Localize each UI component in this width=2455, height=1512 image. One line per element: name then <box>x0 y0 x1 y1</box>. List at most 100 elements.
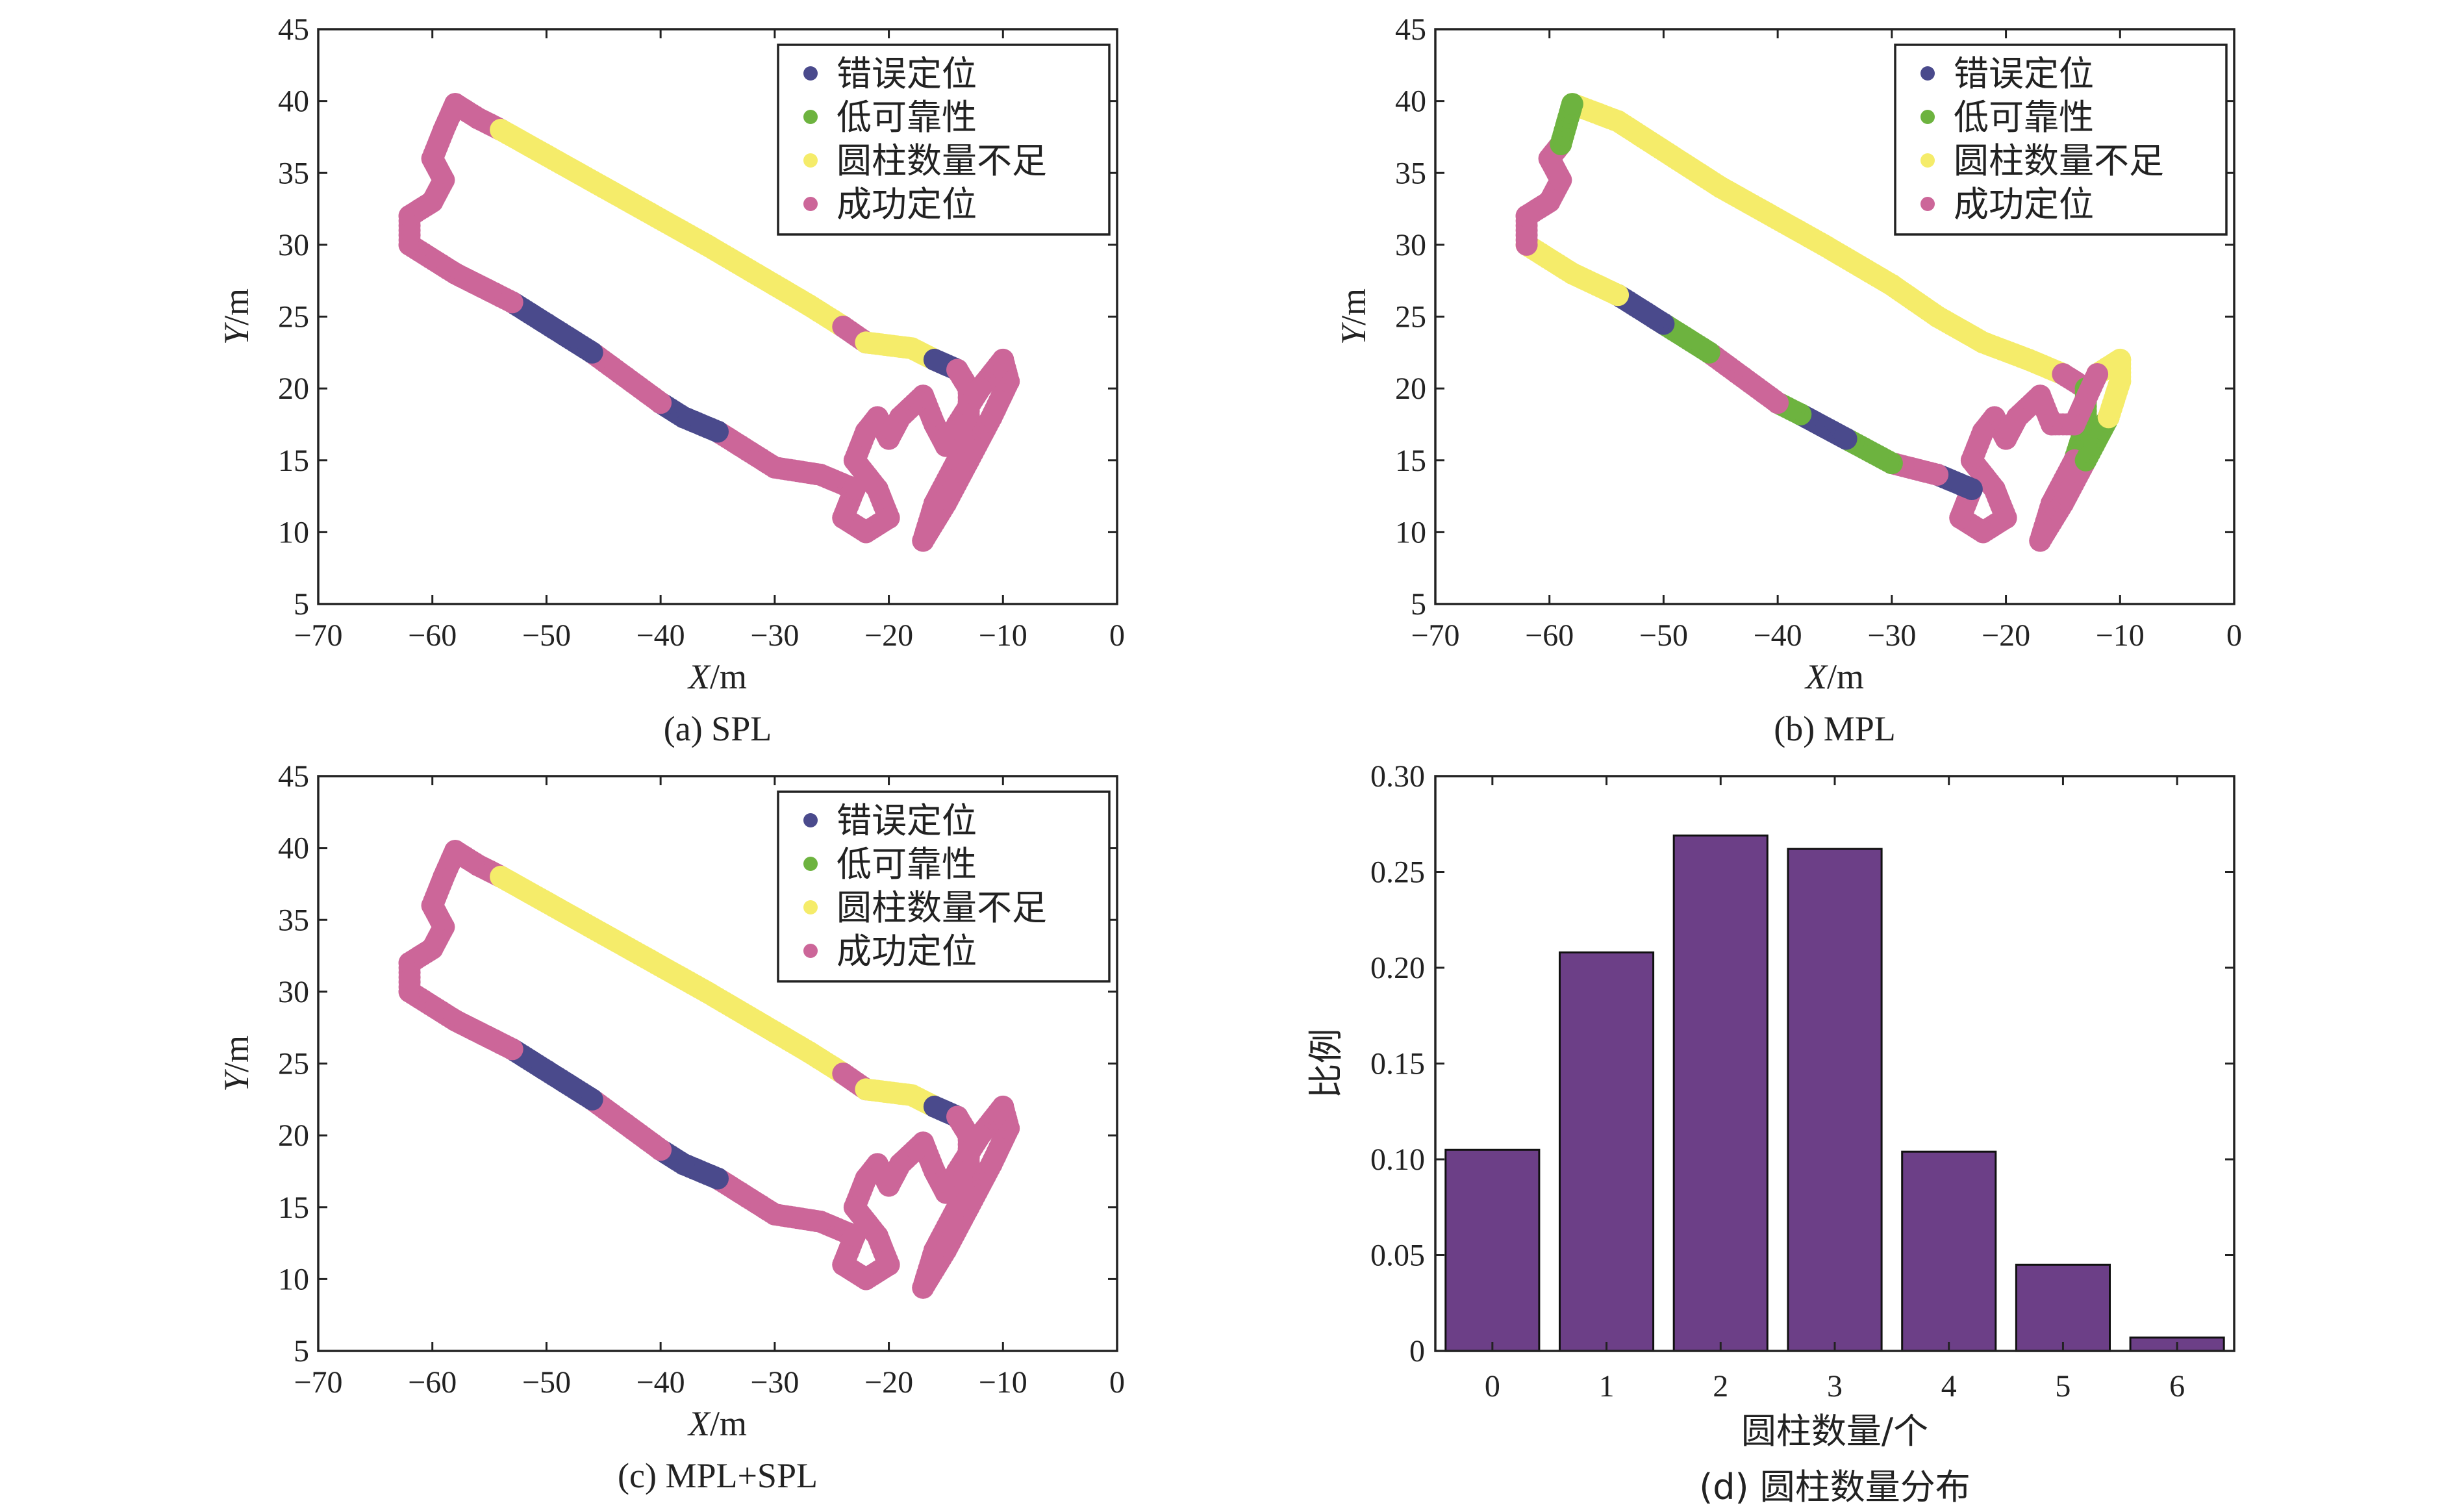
y-tick-label: 15 <box>278 1191 309 1225</box>
segment-9 <box>398 93 523 314</box>
legend-box <box>777 44 1111 236</box>
segment-7 <box>581 341 672 414</box>
x-tick-label: −40 <box>636 1365 685 1400</box>
legend-marker <box>803 110 818 124</box>
x-tick-label: −10 <box>979 1365 1027 1400</box>
legend-label: 成功定位 <box>837 931 977 972</box>
legend-marker <box>1920 110 1935 124</box>
y-tick-label: 25 <box>1395 300 1426 334</box>
segment-1 <box>490 865 855 1085</box>
y-tick-label: 30 <box>278 228 309 262</box>
legend-marker <box>1920 197 1935 211</box>
x-tick-label: −50 <box>522 618 571 653</box>
legend-marker <box>803 857 818 871</box>
segment-8 <box>501 1038 603 1111</box>
y-tick-label: 35 <box>1395 156 1426 190</box>
y-tick-label: 5 <box>1411 587 1426 622</box>
bar <box>1559 951 1655 1352</box>
x-tick-label: −50 <box>522 1365 571 1400</box>
panel-caption: (c) MPL+SPL <box>618 1456 818 1495</box>
x-tick-label: −50 <box>1639 618 1688 653</box>
chart-a: −70 −60 −50 −40 −30 −20 −10 0 5 10 15 20 25 30 35 40 45 X… <box>217 12 1125 748</box>
x-tick-label: −20 <box>864 1365 913 1400</box>
y-tick-label: 25 <box>278 300 309 334</box>
y-tick-label: 20 <box>1395 372 1426 406</box>
x-tick-label: −30 <box>1867 618 1916 653</box>
legend-label: 错误定位 <box>837 800 977 841</box>
legend-label: 低可靠性 <box>837 97 977 138</box>
legend-label: 错误定位 <box>837 53 977 94</box>
x-tick-label: −60 <box>408 618 457 653</box>
y-tick-label: 0.25 <box>1370 855 1425 890</box>
x-tick-label: −70 <box>1411 618 1459 653</box>
legend-marker <box>803 153 818 168</box>
y-tick-label: 15 <box>278 444 309 478</box>
y-tick-label: 35 <box>278 156 309 190</box>
chart-c: −70 −60 −50 −40 −30 −20 −10 0 5 10 15 20 25 30 35 40 45 X… <box>217 759 1125 1495</box>
y-tick-label: 40 <box>278 831 309 866</box>
y-axis-label: Y/m <box>217 288 256 345</box>
x-tick-label: 3 <box>1827 1369 1843 1404</box>
segment-16 <box>1515 133 1572 256</box>
data-point <box>444 840 466 863</box>
segment-3 <box>2029 449 2097 552</box>
y-tick-label: 40 <box>1395 84 1426 119</box>
x-tick-label: −10 <box>2096 618 2145 653</box>
segment-3 <box>855 1078 946 1118</box>
x-tick-label: −30 <box>750 1365 799 1400</box>
y-tick-label: 25 <box>278 1047 309 1081</box>
legend-label: 低可靠性 <box>1954 97 2094 138</box>
legend-label: 错误定位 <box>1954 53 2094 94</box>
y-axis-label: 比例 <box>1305 1029 1346 1099</box>
y-tick-label: 0.05 <box>1370 1239 1425 1273</box>
y-tick-label: 0.10 <box>1370 1142 1425 1177</box>
x-tick-label: −60 <box>1525 618 1574 653</box>
legend-marker <box>1920 66 1935 81</box>
y-tick-label: 20 <box>278 1118 309 1153</box>
legend-label: 圆柱数量不足 <box>837 887 1047 928</box>
trajectory <box>1515 93 2132 552</box>
legend-label: 圆柱数量不足 <box>1954 140 2164 181</box>
y-tick-label: 35 <box>278 903 309 937</box>
y-tick-label: 5 <box>294 587 309 622</box>
y-tick-label: 45 <box>278 759 309 794</box>
legend-marker <box>803 944 818 958</box>
y-axis-label: Y/m <box>1334 288 1373 345</box>
y-tick-label: 0.30 <box>1370 759 1425 794</box>
bar <box>1672 834 1769 1352</box>
segment-5 <box>707 1095 1020 1299</box>
bar <box>1444 1148 1541 1352</box>
x-tick-label: 0 <box>2226 618 2242 653</box>
y-tick-label: 20 <box>278 372 309 406</box>
x-axis-label: X/m <box>687 1404 747 1443</box>
trajectory <box>398 840 1020 1299</box>
x-tick-label: −70 <box>294 1365 342 1400</box>
bar <box>1787 848 1883 1352</box>
x-tick-label: 2 <box>1713 1369 1728 1404</box>
y-tick-label: 45 <box>1395 12 1426 47</box>
x-tick-label: 5 <box>2055 1369 2071 1404</box>
legend-marker <box>803 813 818 827</box>
segment-5 <box>707 348 1020 552</box>
x-axis-label: X/m <box>1804 657 1864 696</box>
y-tick-label: 30 <box>278 975 309 1009</box>
x-tick-label: −60 <box>408 1365 457 1400</box>
x-tick-label: −20 <box>864 618 913 653</box>
legend-box <box>1894 44 2228 236</box>
y-tick-label: 10 <box>278 1262 309 1296</box>
x-tick-label: 0 <box>1109 1365 1125 1400</box>
y-tick-label: 0.15 <box>1370 1047 1425 1081</box>
x-tick-label: −20 <box>1982 618 2030 653</box>
y-axis-label: Y/m <box>217 1035 256 1092</box>
x-tick-label: −40 <box>636 618 685 653</box>
data-point <box>1561 93 1583 116</box>
legend-marker <box>803 197 818 211</box>
legend-label: 圆柱数量不足 <box>837 140 1047 181</box>
x-axis-label: 圆柱数量/个 <box>1741 1411 1928 1452</box>
legend-box <box>777 790 1111 983</box>
segment-5 <box>2086 348 2132 429</box>
bar <box>2015 1263 2111 1352</box>
y-tick-label: 0 <box>1409 1334 1425 1368</box>
